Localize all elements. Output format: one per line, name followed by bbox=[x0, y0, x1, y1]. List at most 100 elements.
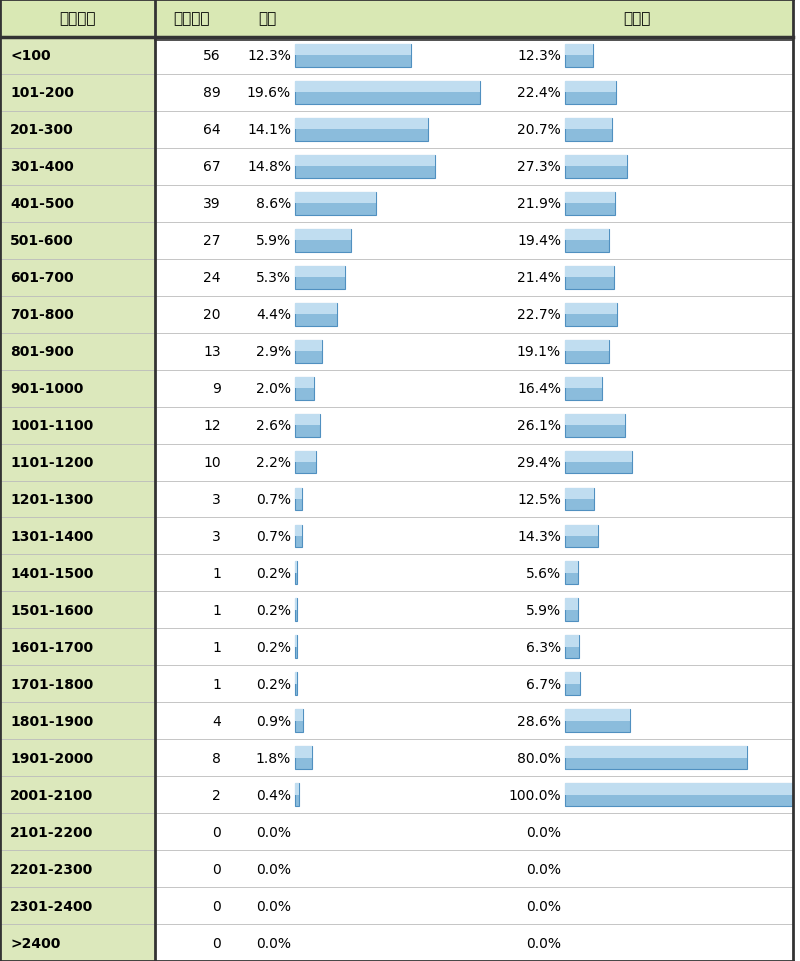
Bar bbox=[565, 230, 610, 241]
Bar bbox=[0, 554, 155, 592]
Bar bbox=[565, 562, 578, 585]
Text: 20: 20 bbox=[203, 308, 221, 322]
Text: 19.4%: 19.4% bbox=[517, 234, 561, 248]
Text: 0: 0 bbox=[212, 862, 221, 875]
Text: 64: 64 bbox=[203, 123, 221, 137]
Text: 19.1%: 19.1% bbox=[517, 345, 561, 358]
Bar bbox=[565, 451, 632, 462]
Bar bbox=[295, 378, 314, 388]
Bar bbox=[295, 562, 297, 574]
Bar bbox=[295, 340, 322, 363]
Text: 8.6%: 8.6% bbox=[256, 197, 291, 211]
Bar bbox=[565, 599, 578, 622]
Text: 301-400: 301-400 bbox=[10, 160, 74, 174]
Text: 1901-2000: 1901-2000 bbox=[10, 751, 93, 765]
Bar bbox=[565, 709, 630, 721]
Text: 16.4%: 16.4% bbox=[517, 382, 561, 396]
Text: 0.0%: 0.0% bbox=[256, 825, 291, 839]
Bar bbox=[565, 673, 580, 696]
Text: 2001-2100: 2001-2100 bbox=[10, 788, 94, 801]
Text: 2.6%: 2.6% bbox=[256, 419, 291, 432]
Bar bbox=[0, 38, 155, 75]
Bar bbox=[295, 673, 297, 684]
Text: 0.0%: 0.0% bbox=[526, 825, 561, 839]
Text: 1: 1 bbox=[212, 566, 221, 580]
Text: 5.9%: 5.9% bbox=[526, 604, 561, 617]
Bar bbox=[295, 230, 350, 253]
Text: 12.5%: 12.5% bbox=[517, 492, 561, 506]
Text: 0.2%: 0.2% bbox=[256, 678, 291, 691]
Bar bbox=[565, 636, 579, 658]
Text: 3: 3 bbox=[212, 492, 221, 506]
Bar bbox=[0, 850, 155, 887]
Text: 0.7%: 0.7% bbox=[256, 530, 291, 543]
Bar bbox=[295, 192, 376, 215]
Bar bbox=[295, 82, 480, 93]
Text: 1001-1100: 1001-1100 bbox=[10, 419, 94, 432]
Text: 1401-1500: 1401-1500 bbox=[10, 566, 94, 580]
Bar bbox=[295, 783, 298, 795]
Bar bbox=[565, 525, 598, 536]
Bar bbox=[155, 481, 793, 518]
Bar bbox=[295, 82, 480, 105]
Bar bbox=[155, 38, 793, 75]
Text: 80.0%: 80.0% bbox=[517, 751, 561, 765]
Text: 0.7%: 0.7% bbox=[256, 492, 291, 506]
Bar bbox=[155, 554, 793, 592]
Bar bbox=[295, 45, 411, 57]
Text: 1801-1900: 1801-1900 bbox=[10, 714, 94, 728]
Bar bbox=[295, 230, 350, 241]
Bar bbox=[295, 192, 376, 204]
Bar bbox=[295, 45, 411, 68]
Bar bbox=[565, 192, 615, 204]
Bar bbox=[155, 924, 793, 961]
Bar bbox=[295, 488, 302, 500]
Text: 1101-1200: 1101-1200 bbox=[10, 456, 94, 470]
Bar bbox=[0, 0, 793, 38]
Text: 0.9%: 0.9% bbox=[256, 714, 291, 728]
Bar bbox=[295, 414, 319, 426]
Text: 1: 1 bbox=[212, 678, 221, 691]
Text: 21.9%: 21.9% bbox=[517, 197, 561, 211]
Bar bbox=[295, 451, 316, 474]
Bar bbox=[295, 119, 428, 131]
Text: 67: 67 bbox=[203, 160, 221, 174]
Bar bbox=[155, 518, 793, 554]
Bar bbox=[0, 149, 155, 185]
Text: 201-300: 201-300 bbox=[10, 123, 74, 137]
Text: 26.1%: 26.1% bbox=[517, 419, 561, 432]
Bar bbox=[295, 636, 297, 647]
Text: 2301-2400: 2301-2400 bbox=[10, 899, 94, 913]
Bar bbox=[155, 223, 793, 259]
Bar bbox=[565, 709, 630, 732]
Text: 5.9%: 5.9% bbox=[256, 234, 291, 248]
Bar bbox=[565, 783, 793, 795]
Bar bbox=[155, 739, 793, 776]
Text: 6.7%: 6.7% bbox=[526, 678, 561, 691]
Bar bbox=[0, 887, 155, 924]
Bar bbox=[155, 149, 793, 185]
Text: 1.8%: 1.8% bbox=[256, 751, 291, 765]
Bar bbox=[0, 666, 155, 702]
Text: 89: 89 bbox=[203, 86, 221, 100]
Bar bbox=[155, 887, 793, 924]
Bar bbox=[565, 119, 612, 131]
Text: 13: 13 bbox=[203, 345, 221, 358]
Bar bbox=[155, 813, 793, 850]
Text: 22.7%: 22.7% bbox=[518, 308, 561, 322]
Bar bbox=[565, 599, 578, 610]
Text: 0.0%: 0.0% bbox=[256, 899, 291, 913]
Bar bbox=[0, 518, 155, 554]
Bar bbox=[295, 414, 319, 437]
Bar bbox=[295, 119, 428, 141]
Text: 1201-1300: 1201-1300 bbox=[10, 492, 94, 506]
Bar bbox=[295, 783, 298, 806]
Bar bbox=[0, 407, 155, 444]
Bar bbox=[0, 776, 155, 813]
Text: 28.6%: 28.6% bbox=[517, 714, 561, 728]
Bar bbox=[565, 340, 609, 352]
Bar bbox=[565, 451, 632, 474]
Bar bbox=[565, 747, 747, 758]
Text: 初当り数: 初当り数 bbox=[173, 12, 210, 27]
Bar bbox=[295, 378, 314, 400]
